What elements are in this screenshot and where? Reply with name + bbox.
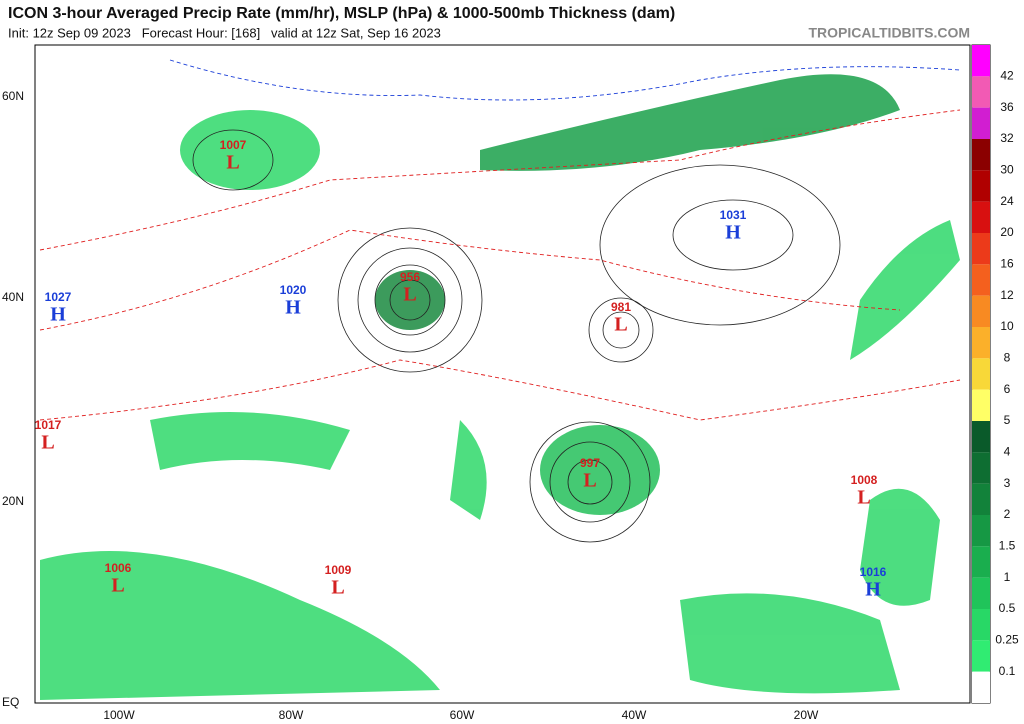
colorbar-segment <box>972 327 990 359</box>
pressure-value: 1006 <box>105 561 132 575</box>
colorbar-segment <box>972 546 990 578</box>
colorbar-label: 1 <box>1004 570 1011 584</box>
colorbar-label: 2 <box>1004 507 1011 521</box>
pressure-value: 1031 <box>720 208 747 222</box>
colorbar-label: 32 <box>1000 131 1014 145</box>
pressure-letter: L <box>857 487 870 509</box>
pressure-value: 1017 <box>35 418 62 432</box>
colorbar-label: 8 <box>1004 351 1011 365</box>
colorbar-label: 10 <box>1000 319 1014 333</box>
colorbar-segment <box>972 452 990 484</box>
colorbar-segment <box>972 577 990 609</box>
colorbar-label: 4 <box>1004 445 1011 459</box>
colorbar-label: 6 <box>1004 382 1011 396</box>
colorbar-segment <box>972 515 990 547</box>
colorbar-label: 3 <box>1004 476 1011 490</box>
colorbar-segment <box>972 483 990 515</box>
pressure-value: 1008 <box>851 473 878 487</box>
colorbar-label: 5 <box>1004 413 1011 427</box>
pressure-value: 1007 <box>220 138 247 152</box>
colorbar-label: 24 <box>1000 194 1014 208</box>
lon-label: 100W <box>103 708 135 722</box>
lon-label: 80W <box>279 708 304 722</box>
lat-label: 40N <box>2 290 24 304</box>
lat-label: EQ <box>2 695 19 709</box>
colorbar-label: 30 <box>1000 163 1014 177</box>
pressure-letter: L <box>583 470 596 492</box>
lat-label: 60N <box>2 89 24 103</box>
credit: TROPICALTIDBITS.COM <box>808 25 970 41</box>
pressure-value: 997 <box>580 456 600 470</box>
pressure-letter: H <box>50 304 66 326</box>
pressure-letter: H <box>285 297 301 319</box>
colorbar-segment <box>972 201 990 233</box>
colorbar-segment <box>972 421 990 453</box>
pressure-value: 981 <box>611 300 631 314</box>
map-title: ICON 3-hour Averaged Precip Rate (mm/hr)… <box>8 5 675 22</box>
colorbar-segment <box>972 107 990 139</box>
pressure-letter: L <box>403 284 416 306</box>
pressure-value: 956 <box>400 270 420 284</box>
colorbar-segment <box>972 389 990 421</box>
pressure-value: 1027 <box>45 290 72 304</box>
thickness-lines-blue <box>169 59 961 101</box>
colorbar-segment <box>972 358 990 390</box>
lat-label: 20N <box>2 494 24 508</box>
colorbar-segment <box>972 233 990 265</box>
pressure-letter: H <box>725 222 741 244</box>
colorbar-label: 1.5 <box>999 539 1016 553</box>
colorbar-segment <box>972 264 990 296</box>
pressure-letter: L <box>41 432 54 454</box>
lon-label: 60W <box>450 708 475 722</box>
pressure-value: 1020 <box>280 283 307 297</box>
lon-label: 20W <box>794 708 819 722</box>
pressure-letter: L <box>614 314 627 336</box>
colorbar-label: 0.25 <box>995 633 1019 647</box>
pressure-letter: L <box>226 152 239 174</box>
pressure-letter: L <box>331 577 344 599</box>
pressure-letter: H <box>865 579 881 601</box>
colorbar-label: 0.5 <box>999 601 1016 615</box>
colorbar-label: 0.1 <box>999 664 1016 678</box>
thickness-lines <box>39 109 961 421</box>
colorbar-label: 20 <box>1000 225 1014 239</box>
lon-label: 40W <box>622 708 647 722</box>
pressure-letter: L <box>111 575 124 597</box>
colorbar-segment <box>972 139 990 171</box>
colorbar-segment <box>972 609 990 641</box>
colorbar-segment <box>972 640 990 672</box>
colorbar-segment <box>972 76 990 108</box>
colorbar-label: 12 <box>1000 288 1014 302</box>
isobars <box>192 129 841 543</box>
colorbar-label: 42 <box>1000 69 1014 83</box>
colorbar-segment <box>972 671 990 703</box>
colorbar-segment <box>972 295 990 327</box>
colorbar-label: 16 <box>1000 257 1014 271</box>
colorbar-segment <box>972 45 990 77</box>
colorbar-segment <box>972 170 990 202</box>
map-subtitle: Init: 12z Sep 09 2023 Forecast Hour: [16… <box>8 25 441 40</box>
colorbar-label: 36 <box>1000 100 1014 114</box>
pressure-value: 1016 <box>860 565 887 579</box>
pressure-value: 1009 <box>325 563 352 577</box>
